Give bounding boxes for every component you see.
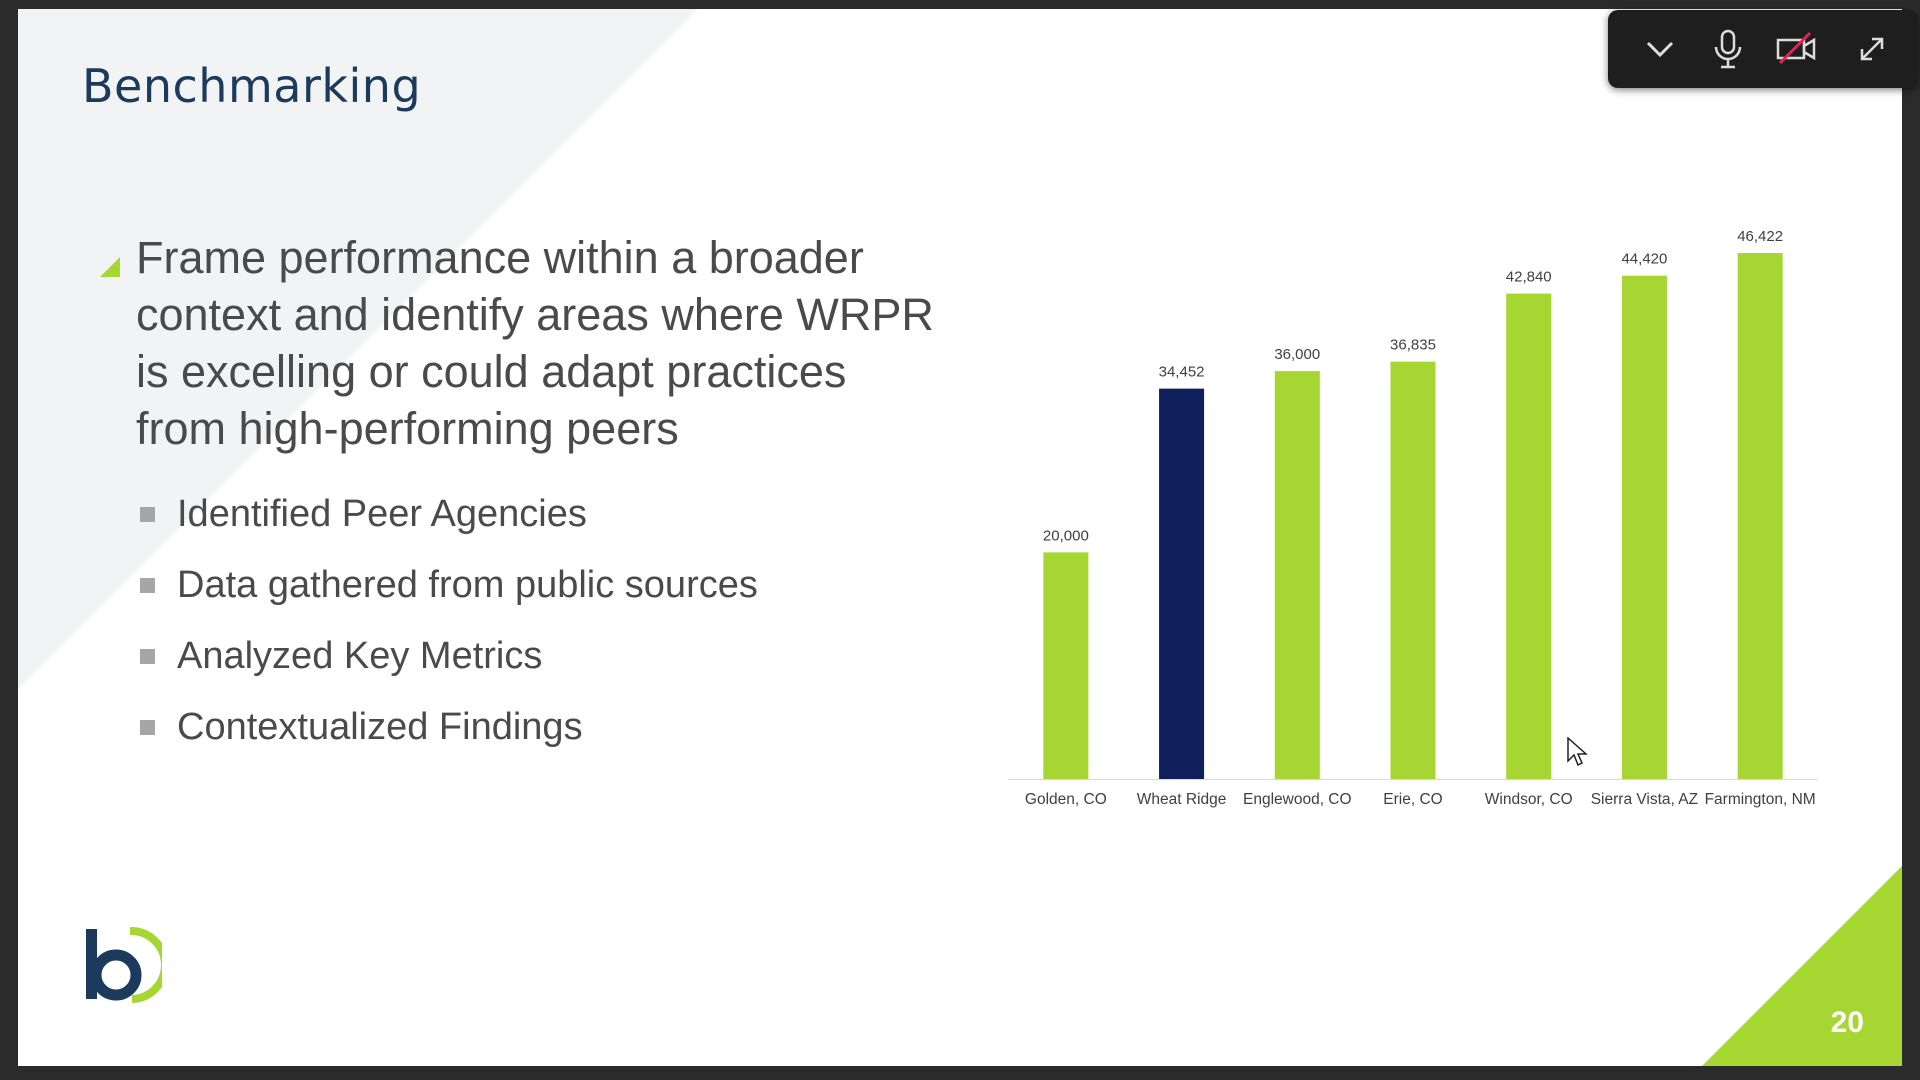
category-label: Sierra Vista, AZ [1591,791,1698,808]
slide: Benchmarking Frame performance within a … [18,9,1902,1066]
category-label: Erie, CO [1383,791,1442,808]
sub-bullet-list: Identified Peer Agencies Data gathered f… [140,479,758,763]
chart-bar [1737,253,1783,779]
sub-bullet: Data gathered from public sources [140,550,758,621]
chart-bar [1043,552,1089,779]
main-bullet: Frame performance within a broader conte… [100,229,940,457]
category-label: Farmington, NM [1705,791,1816,808]
square-bullet-icon [140,507,155,522]
category-label: Englewood, CO [1243,791,1352,808]
company-logo [86,926,162,1003]
bar-value-label: 42,840 [1506,269,1552,286]
background-triangle [18,9,698,689]
microphone-icon[interactable] [1706,27,1750,71]
corner-accent [1702,866,1902,1066]
bar-value-label: 46,422 [1737,228,1783,245]
camera-off-icon[interactable] [1774,27,1818,71]
category-label: Windsor, CO [1485,791,1573,808]
presenter-controls [1608,10,1918,88]
chart-bar [1159,388,1205,779]
square-bullet-icon [140,649,155,664]
sub-bullet: Contextualized Findings [140,692,758,763]
bar-chart: 20,000 Golden, CO 34,452 Wheat Ridge 36,000 E… [1008,228,1818,808]
slide-title: Benchmarking [82,59,422,113]
category-label: Wheat Ridge [1137,791,1227,808]
sub-bullet: Identified Peer Agencies [140,479,758,550]
expand-icon[interactable] [1850,27,1894,71]
bar-value-label: 36,000 [1274,346,1320,363]
sub-bullet-text: Identified Peer Agencies [177,493,587,535]
square-bullet-icon [140,578,155,593]
chart-bar [1621,275,1667,779]
category-label: Golden, CO [1025,791,1107,808]
chevron-down-icon[interactable] [1638,27,1682,71]
bar-value-label: 34,452 [1159,364,1205,381]
mouse-pointer-icon [1567,737,1588,767]
sub-bullet-text: Contextualized Findings [177,706,583,748]
triangle-bullet-icon [100,257,120,277]
page-number: 20 [1830,1006,1864,1039]
bar-value-label: 20,000 [1043,527,1089,544]
chart-bar [1274,371,1320,779]
chart-bar [1390,361,1436,779]
chart-bar [1506,293,1552,779]
sub-bullet-text: Data gathered from public sources [177,564,758,606]
main-bullet-text: Frame performance within a broader conte… [136,232,934,454]
sub-bullet-text: Analyzed Key Metrics [177,635,543,677]
bar-value-label: 36,835 [1390,337,1436,354]
sub-bullet: Analyzed Key Metrics [140,621,758,692]
bar-value-label: 44,420 [1621,251,1667,268]
square-bullet-icon [140,720,155,735]
